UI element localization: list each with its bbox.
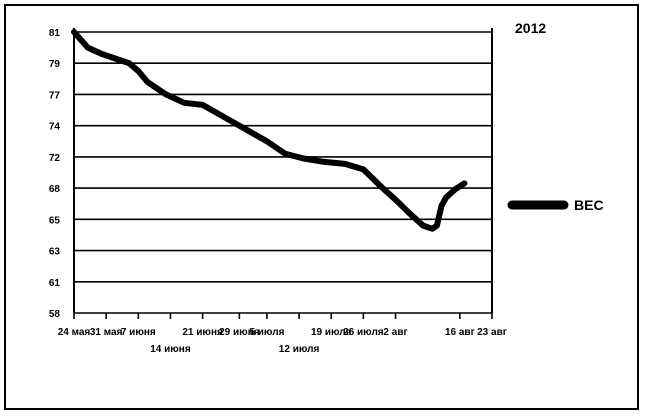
y-tick-label: 81: [49, 28, 61, 39]
y-tick-label: 61: [49, 278, 61, 289]
x-tick-label: 7 июня: [121, 327, 156, 338]
x-tick-label: 19 июля: [311, 327, 352, 338]
y-tick-label: 79: [49, 59, 61, 70]
legend-label: ВЕС: [574, 197, 604, 213]
x-tick-label: 23 авг: [477, 327, 507, 338]
x-tick-label: 29 июня: [219, 327, 260, 338]
y-tick-label: 77: [49, 90, 61, 101]
x-tick-label: 21 июня: [182, 327, 223, 338]
x-tick-label: 5 июля: [249, 327, 284, 338]
series-line-weight: [71, 29, 468, 232]
y-tick-label: 68: [49, 184, 61, 195]
x-tick-label: 31 мая: [90, 327, 123, 338]
x-tick-label: 26 июля: [343, 327, 384, 338]
y-tick-label: 63: [49, 247, 61, 258]
chart-frame: [4, 4, 639, 410]
x-tick-label: 12 июля: [279, 344, 320, 355]
y-tick-label: 74: [49, 122, 61, 133]
grid-lines: [74, 31, 492, 314]
y-tick-labels: 58 61 63 65 68 72 74 77 79 81: [49, 28, 61, 320]
axes: [73, 28, 493, 319]
year-annotation: 2012: [515, 20, 546, 36]
x-tick-label: 16 авг: [445, 327, 475, 338]
x-tick-label: 2 авг: [383, 327, 407, 338]
x-tick-label: 14 июня: [150, 344, 191, 355]
y-tick-label: 65: [49, 215, 61, 226]
x-tick-label: 24 мая: [58, 327, 91, 338]
y-tick-label: 58: [49, 309, 61, 320]
y-tick-label: 72: [49, 153, 61, 164]
